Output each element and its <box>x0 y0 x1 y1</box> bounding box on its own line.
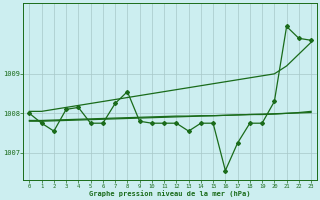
X-axis label: Graphe pression niveau de la mer (hPa): Graphe pression niveau de la mer (hPa) <box>90 190 251 197</box>
